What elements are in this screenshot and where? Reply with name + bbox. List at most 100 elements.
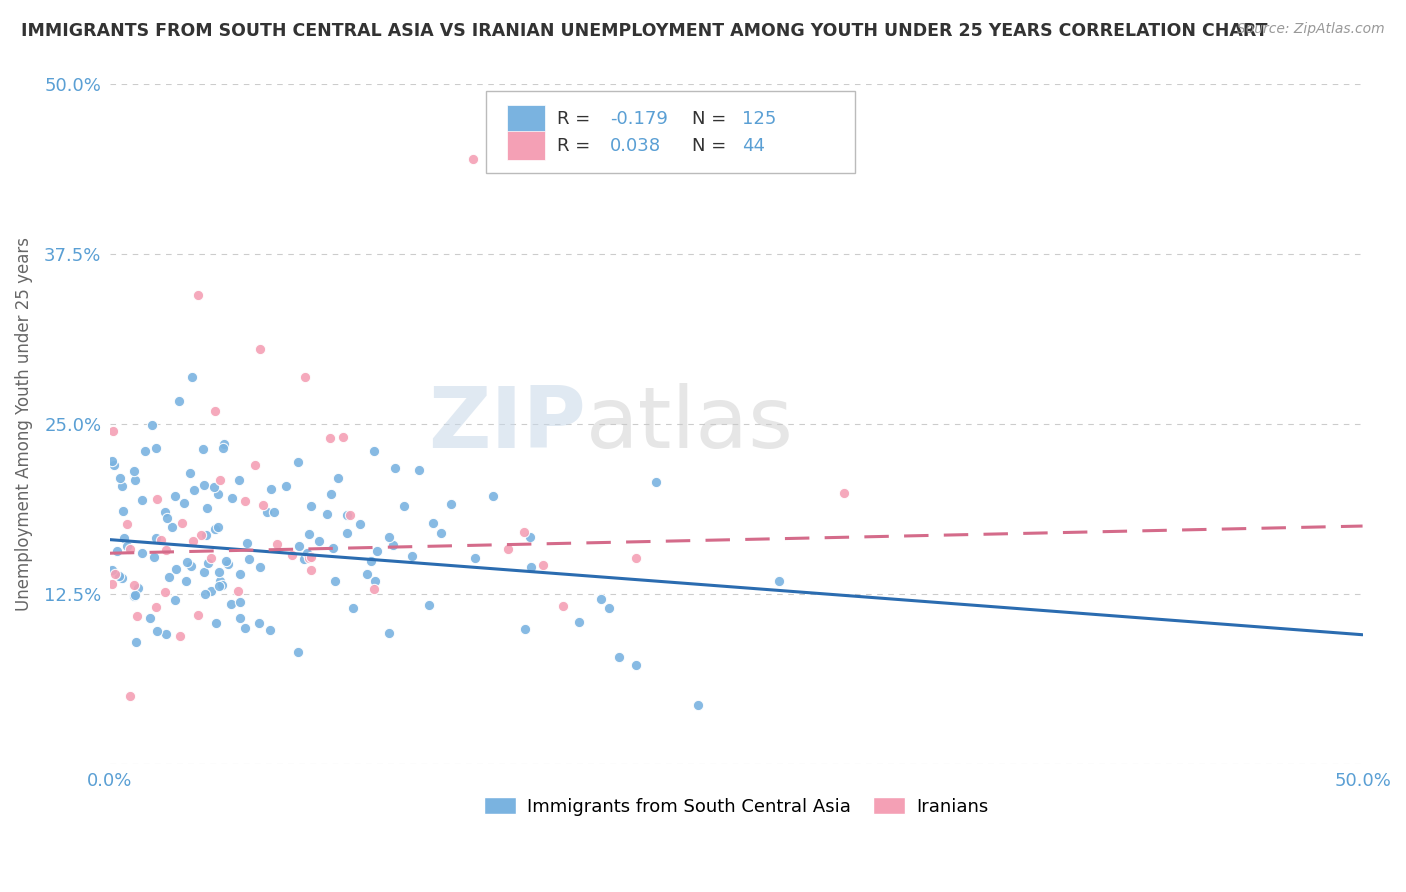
Point [212, 437, 235, 451]
Point [238, 552, 260, 566]
Point [165, 562, 187, 576]
Point [163, 489, 186, 503]
Point [233, 494, 256, 508]
Point [520, 559, 543, 574]
Point [298, 551, 321, 566]
Point [145, 600, 167, 615]
Point [336, 508, 359, 522]
Point [143, 550, 166, 565]
Point [204, 403, 226, 417]
Point [153, 505, 176, 519]
Point [108, 568, 131, 582]
Point [124, 589, 146, 603]
Point [174, 574, 197, 589]
Text: -0.179: -0.179 [610, 110, 668, 128]
Point [101, 425, 124, 439]
Point [124, 464, 146, 478]
Point [155, 627, 177, 641]
Point [644, 475, 666, 489]
Point [422, 516, 444, 531]
Point [294, 369, 316, 384]
Point [287, 539, 309, 553]
Point [122, 589, 145, 603]
Point [323, 574, 346, 588]
Point [295, 546, 318, 560]
Point [378, 530, 401, 544]
Point [461, 152, 484, 166]
Text: 0.038: 0.038 [610, 136, 661, 154]
Point [221, 491, 243, 505]
Point [181, 533, 204, 548]
Point [212, 441, 235, 455]
Point [263, 505, 285, 519]
Point [146, 491, 169, 506]
Point [101, 563, 124, 577]
Point [187, 608, 209, 623]
Point [153, 585, 176, 599]
Point [281, 548, 304, 562]
Point [249, 560, 271, 574]
Point [193, 442, 215, 456]
Text: R =: R = [557, 110, 596, 128]
Legend: Immigrants from South Central Asia, Iranians: Immigrants from South Central Asia, Iran… [477, 789, 995, 822]
Point [252, 498, 274, 512]
Point [408, 463, 430, 477]
Point [207, 486, 229, 500]
Point [624, 551, 647, 566]
Point [551, 599, 574, 613]
Point [515, 623, 537, 637]
Point [202, 480, 225, 494]
Point [598, 601, 620, 615]
Point [124, 473, 146, 487]
Point [315, 507, 337, 521]
Point [204, 522, 226, 536]
Point [141, 417, 163, 432]
Point [235, 535, 257, 549]
Point [276, 479, 298, 493]
Point [146, 624, 169, 638]
Point [170, 516, 193, 530]
Point [235, 621, 257, 635]
Point [125, 609, 148, 624]
Point [145, 441, 167, 455]
Point [127, 581, 149, 595]
Point [418, 599, 440, 613]
Point [243, 458, 266, 472]
Point [105, 543, 128, 558]
Point [111, 504, 134, 518]
Point [624, 658, 647, 673]
Point [321, 487, 343, 501]
FancyBboxPatch shape [508, 105, 544, 134]
Point [568, 615, 591, 630]
Point [176, 555, 198, 569]
Point [215, 554, 238, 568]
Text: ZIP: ZIP [427, 383, 586, 466]
Point [342, 600, 364, 615]
Text: 44: 44 [742, 136, 765, 154]
Point [360, 554, 382, 568]
Point [319, 431, 342, 445]
Point [228, 474, 250, 488]
Point [111, 571, 134, 585]
Point [194, 587, 217, 601]
Point [193, 565, 215, 579]
Point [531, 558, 554, 572]
Point [229, 595, 252, 609]
Point [221, 597, 243, 611]
Point [103, 458, 125, 472]
Point [115, 539, 138, 553]
Point [228, 611, 250, 625]
Point [247, 615, 270, 630]
Point [260, 482, 283, 496]
Text: 125: 125 [742, 110, 778, 128]
Point [163, 593, 186, 607]
Point [322, 541, 344, 555]
Point [131, 546, 153, 560]
Point [332, 430, 354, 444]
Point [686, 698, 709, 713]
Text: N =: N = [692, 110, 733, 128]
Point [464, 550, 486, 565]
Point [124, 635, 146, 649]
Point [266, 536, 288, 550]
Point [193, 478, 215, 492]
